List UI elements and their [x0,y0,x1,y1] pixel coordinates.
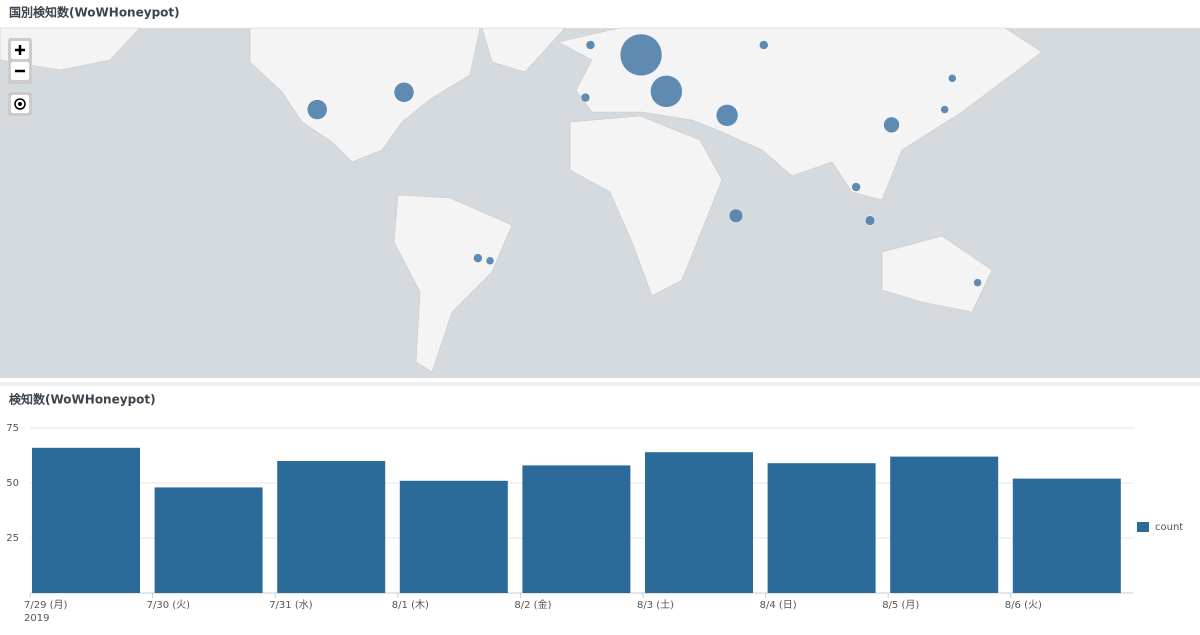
bubble [973,278,982,287]
bar [522,465,631,593]
bar [32,447,140,593]
bar [890,456,999,593]
land [0,27,1043,373]
legend-swatch [1137,522,1149,532]
bar [277,461,386,593]
panel-title: 検知数(WoWHoneypot) [9,392,156,407]
panel-title: 国別検知数(WoWHoneypot) [9,5,180,20]
x-tick-label: 7/29 (月) [24,599,68,611]
bubble [715,104,739,127]
east-asia-wrap [0,27,141,71]
x-year-label: 2019 [24,613,49,624]
plus-icon [15,45,25,55]
legend-label: count [1155,522,1183,533]
bubble [619,33,663,77]
bubble [728,208,744,223]
bar [767,463,876,593]
africa [569,115,723,297]
bar-layer: 25 50 75 7/29 (月) 7/30 (火) 7/31 (水) 8/1 (木) 8/2… [6,423,1183,624]
bar [154,487,263,593]
bubble [851,182,861,192]
bubble [864,215,876,226]
bubble [473,253,483,263]
x-tick-label: 8/3 (土) [637,598,674,611]
x-tick-label: 7/31 (水) [269,599,313,611]
bar [399,480,508,593]
locate-icon [14,98,26,110]
x-tick-label: 8/1 (木) [392,599,429,611]
bubble [883,116,900,134]
x-tick-label: 8/2 (金) [514,598,551,611]
bubble [485,256,495,266]
australia [881,235,993,313]
x-tick-label: 8/5 (月) [882,599,919,611]
bubble [948,74,957,83]
north-america [249,27,481,163]
bubble [306,99,328,120]
bubble [393,82,415,103]
bubble [580,92,591,103]
bubble-layer [306,33,982,287]
x-tick-label: 7/30 (火) [147,599,191,611]
bubble [759,40,769,50]
bar [645,452,753,593]
bubble [940,105,949,114]
y-tick-label: 25 [6,533,19,544]
y-tick-label: 50 [6,478,19,489]
bubble [650,75,683,108]
x-tick-label: 8/6 (火) [1005,599,1042,611]
y-tick-label: 75 [6,423,19,434]
south-america [393,194,513,373]
greenland [481,27,566,73]
zoom-controls [8,38,32,116]
bubble [585,40,596,50]
locate-dot [18,102,22,106]
x-tick-label: 8/4 (日) [760,600,797,611]
eurasia [557,27,1043,201]
bar [1012,478,1121,593]
